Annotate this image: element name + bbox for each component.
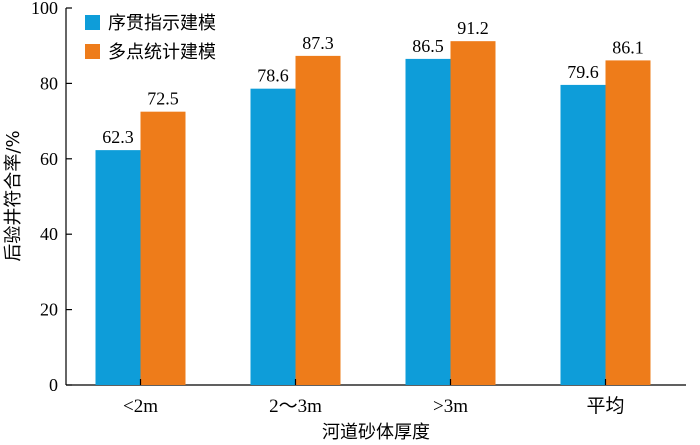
x-category-label: >3m (433, 396, 468, 417)
bar (560, 84, 606, 386)
data-label: 72.5 (147, 89, 179, 109)
y-tick-label: 80 (40, 73, 58, 93)
x-axis-title: 河道砂体厚度 (322, 422, 430, 443)
y-tick-label: 20 (40, 300, 58, 320)
data-label: 78.6 (257, 66, 289, 86)
bar (140, 111, 186, 386)
bar (450, 41, 496, 386)
bar (250, 88, 296, 385)
y-tick-label: 40 (40, 224, 58, 244)
x-category-label: 平均 (586, 395, 624, 417)
bars (95, 41, 651, 386)
legend-label: 序贯指示建模 (108, 13, 216, 34)
x-category-label: 2～3m (269, 396, 322, 417)
data-label: 62.3 (102, 127, 134, 147)
data-label: 91.2 (457, 18, 489, 38)
legend-swatch (85, 44, 100, 59)
legend-label: 多点统计建模 (108, 42, 216, 63)
data-label: 86.5 (412, 36, 444, 56)
data-label: 79.6 (567, 62, 599, 82)
bar (95, 150, 141, 385)
data-label: 87.3 (302, 33, 334, 53)
x-category-label: <2m (123, 396, 158, 417)
bar (405, 58, 451, 386)
bar (295, 55, 341, 386)
bar (605, 60, 651, 385)
y-tick-label: 60 (40, 149, 58, 169)
y-tick-label: 100 (31, 0, 58, 18)
x-categories: <2m 2～3m >3m 平均 (123, 379, 625, 417)
data-labels: 62.3 72.5 78.6 87.3 86.5 91.2 79.6 86.1 (102, 18, 644, 147)
y-ticks: 0 20 40 60 80 100 (31, 0, 72, 395)
data-label: 86.1 (612, 37, 644, 57)
legend-swatch (85, 15, 100, 30)
y-tick-label: 0 (49, 375, 58, 395)
y-axis-title: 后验井符合率/% (3, 130, 24, 261)
